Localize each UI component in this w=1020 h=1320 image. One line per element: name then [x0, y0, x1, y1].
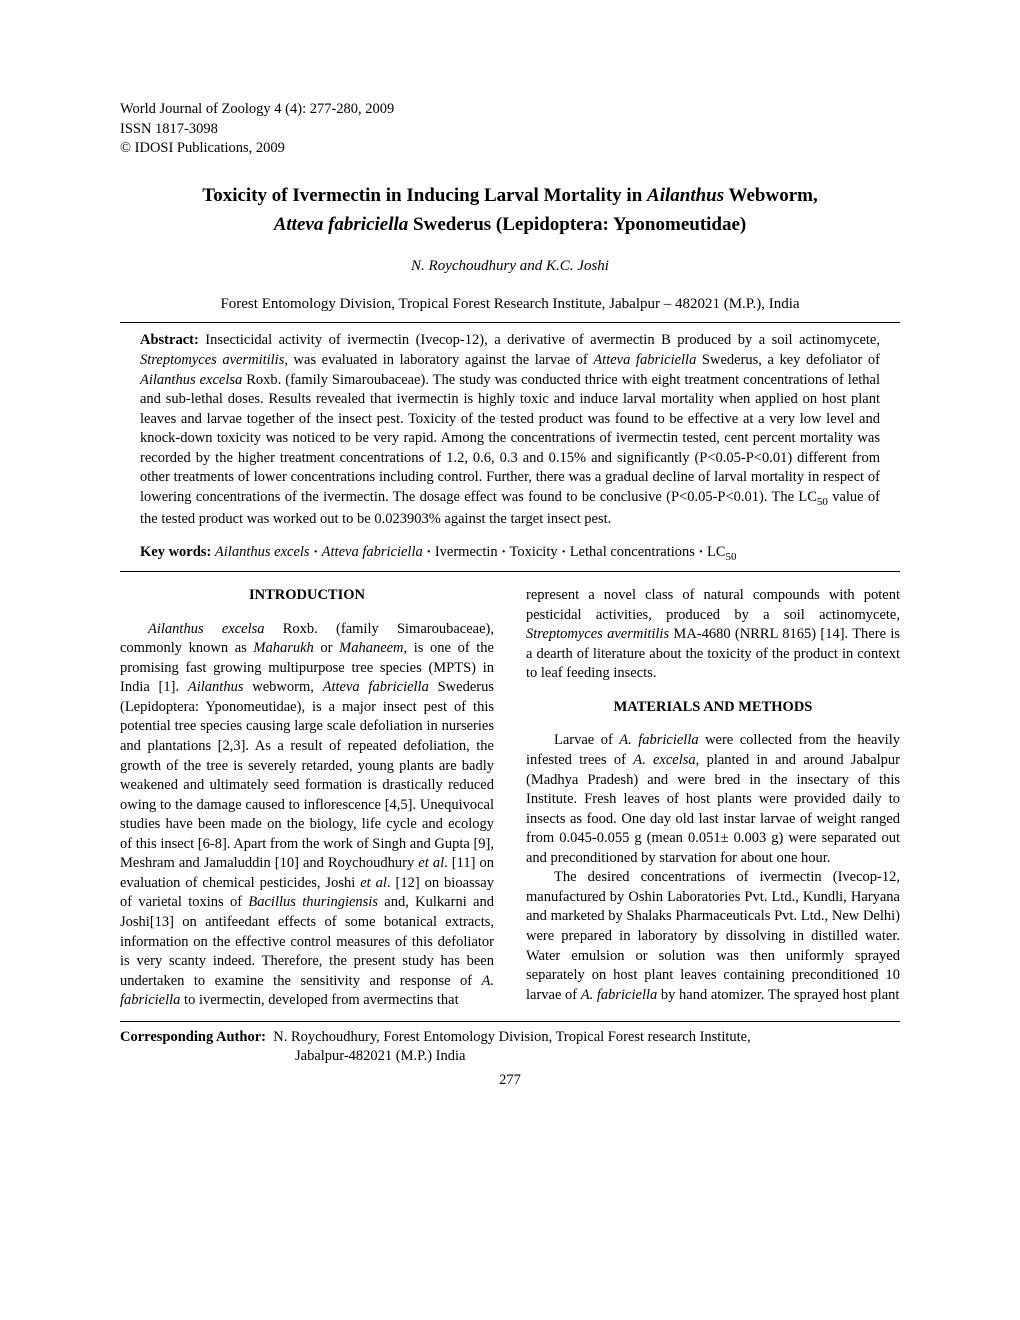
- journal-line-3: © IDOSI Publications, 2009: [120, 139, 900, 159]
- right-column: represent a novel class of natural compo…: [526, 586, 900, 1011]
- introduction-heading: INTRODUCTION: [120, 586, 494, 606]
- paper-title-line1: Toxicity of Ivermectin in Inducing Larva…: [120, 183, 900, 209]
- journal-line-2: ISSN 1817-3098: [120, 120, 900, 140]
- paper-title-line2: Atteva fabriciella Swederus (Lepidoptera…: [120, 212, 900, 238]
- keywords: Key words: Ailanthus excels · Atteva fab…: [120, 543, 900, 565]
- introduction-text: Ailanthus excelsa Roxb. (family Simaroub…: [120, 620, 494, 1011]
- authors: N. Roychoudhury and K.C. Joshi: [120, 256, 900, 276]
- journal-line-1: World Journal of Zoology 4 (4): 277-280,…: [120, 100, 900, 120]
- materials-heading: MATERIALS AND METHODS: [526, 698, 900, 718]
- corresponding-author: Corresponding Author: N. Roychoudhury, F…: [120, 1028, 900, 1067]
- abstract: Abstract: Insecticidal activity of iverm…: [120, 331, 900, 529]
- divider-keywords: [120, 571, 900, 572]
- body-columns: INTRODUCTION Ailanthus excelsa Roxb. (fa…: [120, 586, 900, 1011]
- divider-top: [120, 322, 900, 323]
- left-column: INTRODUCTION Ailanthus excelsa Roxb. (fa…: [120, 586, 494, 1011]
- journal-info: World Journal of Zoology 4 (4): 277-280,…: [120, 100, 900, 159]
- materials-p2: The desired concentrations of ivermectin…: [526, 868, 900, 1005]
- divider-bottom: [120, 1021, 900, 1022]
- abstract-label: Abstract:: [140, 332, 205, 348]
- materials-p1: Larvae of A. fabriciella were collected …: [526, 731, 900, 868]
- corresponding-line2: Jabalpur-482021 (M.P.) India: [120, 1047, 900, 1067]
- page-number: 277: [120, 1071, 900, 1091]
- corresponding-label: Corresponding Author:: [120, 1029, 266, 1045]
- affiliation: Forest Entomology Division, Tropical For…: [120, 294, 900, 314]
- keywords-label: Key words:: [140, 544, 215, 560]
- right-continuation: represent a novel class of natural compo…: [526, 586, 900, 684]
